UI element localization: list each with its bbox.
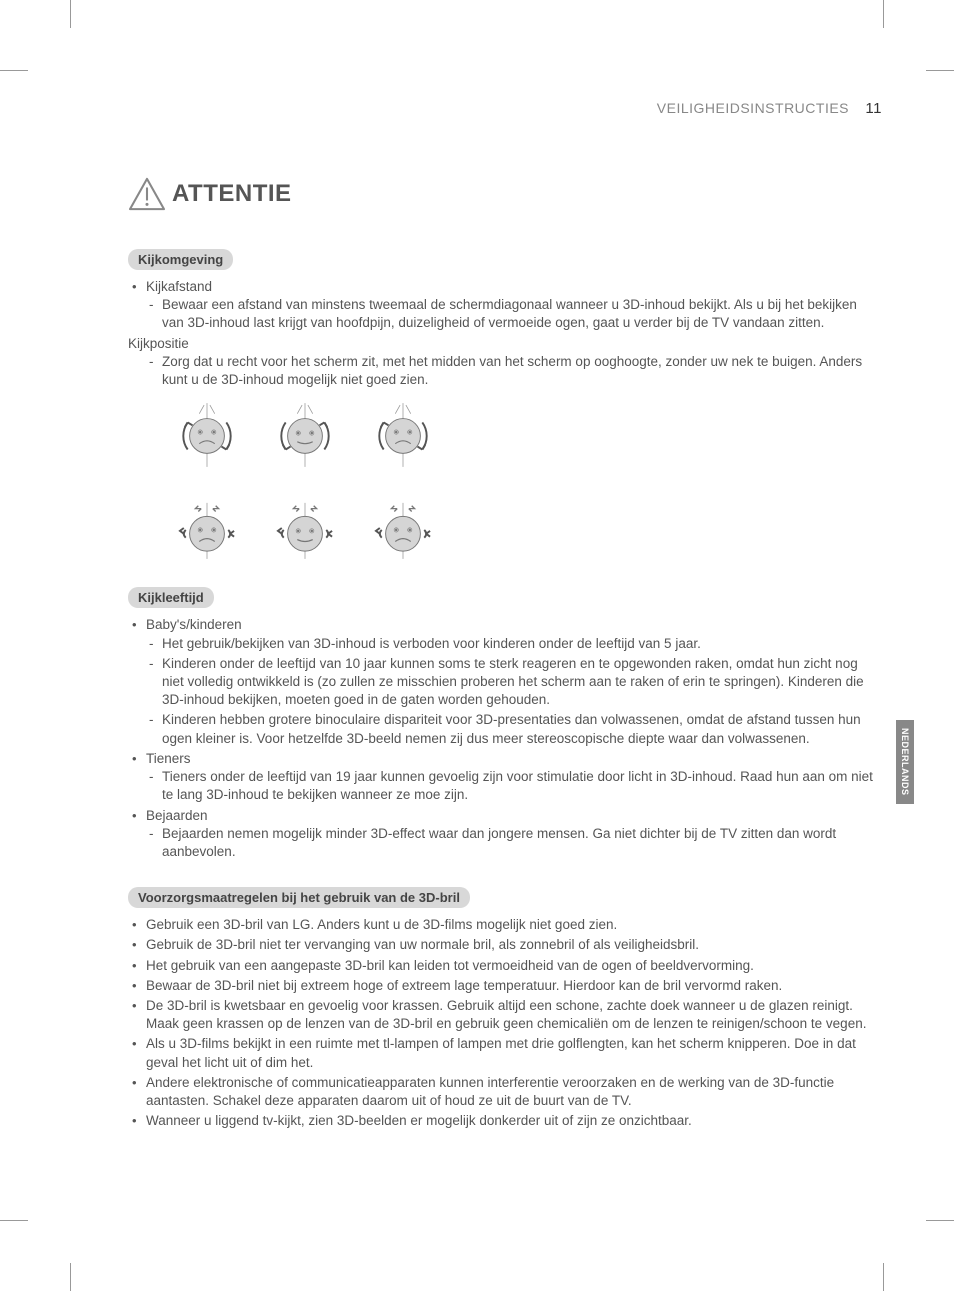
voorzorg-6: Als u 3D-films bekijkt in een ruimte met… — [146, 1035, 882, 1071]
kijkpositie-label: Kijkpositie — [128, 336, 189, 351]
voorzorg-4: Bewaar de 3D-bril niet bij extreem hoge … — [146, 977, 882, 995]
tieners-label: Tieners — [146, 751, 191, 766]
kijkpositie-text: Zorg dat u recht voor het scherm zit, me… — [162, 353, 882, 389]
voorzorg-7: Andere elektronische of communicatieappa… — [146, 1074, 882, 1110]
babys-label: Baby's/kinderen — [146, 617, 242, 632]
section-heading-voorzorg: Voorzorgsmaatregelen bij het gebruik van… — [128, 887, 470, 908]
babys-text-3: Kinderen hebben grotere binoculaire disp… — [162, 711, 882, 747]
babys-text-2: Kinderen onder de leeftijd van 10 jaar k… — [162, 655, 882, 710]
viewing-position-diagram — [178, 403, 882, 559]
voorzorg-8: Wanneer u liggend tv-kijkt, zien 3D-beel… — [146, 1112, 882, 1130]
babys-text-1: Het gebruik/bekijken van 3D-inhoud is ve… — [162, 635, 882, 653]
page-number: 11 — [865, 100, 882, 117]
bejaarden-text-1: Bejaarden nemen mogelijk minder 3D-effec… — [162, 825, 882, 861]
kijkafstand-text: Bewaar een afstand van minstens tweemaal… — [162, 296, 882, 332]
section-heading-kijkomgeving: Kijkomgeving — [128, 249, 233, 270]
kijkafstand-label: Kijkafstand — [146, 279, 212, 294]
voorzorg-3: Het gebruik van een aangepaste 3D-bril k… — [146, 957, 882, 975]
voorzorg-5: De 3D-bril is kwetsbaar en gevoelig voor… — [146, 997, 882, 1033]
bejaarden-label: Bejaarden — [146, 808, 208, 823]
voorzorg-2: Gebruik de 3D-bril niet ter vervanging v… — [146, 936, 882, 954]
tieners-text-1: Tieners onder de leeftijd van 19 jaar ku… — [162, 768, 882, 804]
header-section: VEILIGHEIDSINSTRUCTIES — [657, 100, 849, 116]
section-heading-kijkleeftijd: Kijkleeftijd — [128, 587, 214, 608]
main-title: ATTENTIE — [172, 180, 292, 208]
page-header: VEILIGHEIDSINSTRUCTIES 11 — [128, 100, 882, 117]
warning-icon — [128, 177, 166, 211]
voorzorg-1: Gebruik een 3D-bril van LG. Anders kunt … — [146, 916, 882, 934]
